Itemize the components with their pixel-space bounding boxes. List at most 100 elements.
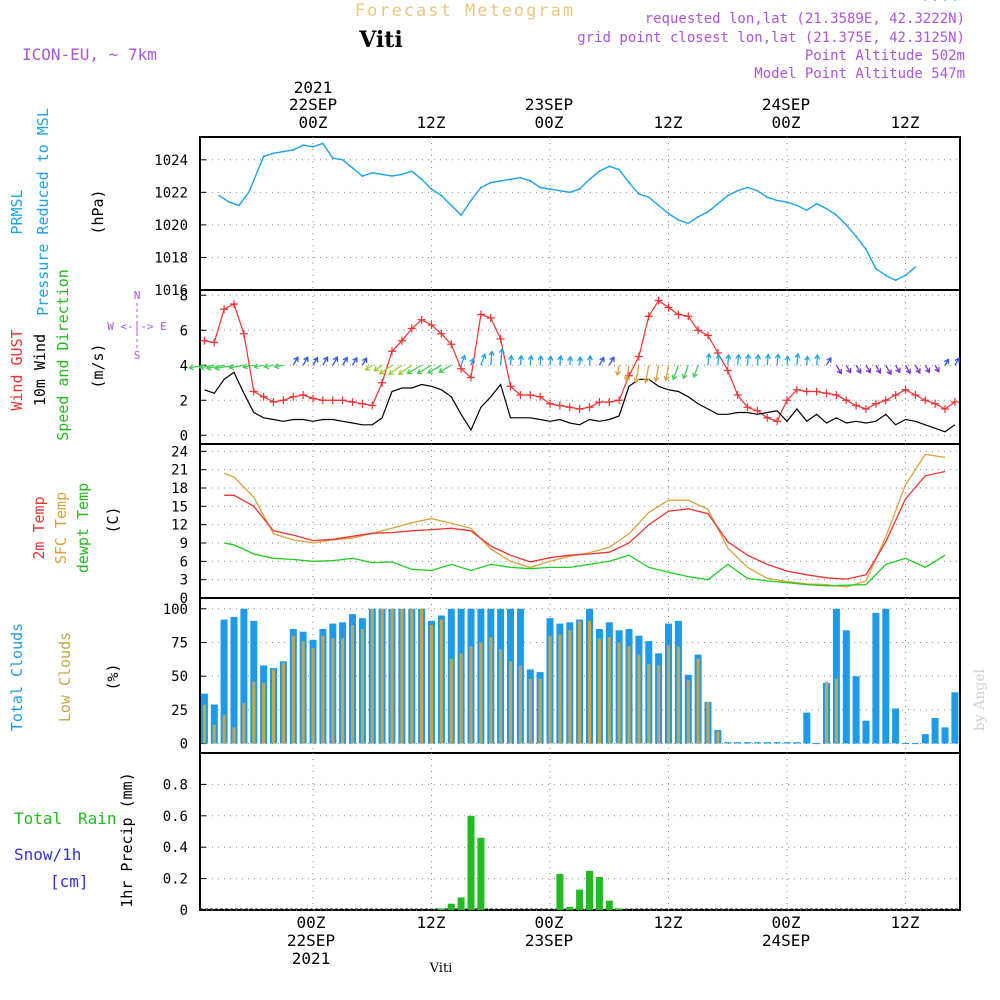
gust-marker (220, 305, 229, 314)
wind-direction-arrow (351, 356, 358, 366)
wind-direction-arrow (537, 354, 544, 366)
gust-marker (447, 340, 456, 349)
pressure-point (835, 214, 838, 217)
low-cloud-bar (538, 678, 542, 744)
gust-marker (368, 401, 377, 410)
gust-marker (476, 310, 485, 319)
low-cloud-bar (647, 664, 651, 744)
top-tick-3-date: 23SEP (525, 95, 573, 114)
low-cloud-bar (400, 608, 404, 744)
precip-label-cm: [cm] (50, 872, 89, 891)
bottom-tick-1-hour: 00Z (297, 913, 326, 932)
wind-direction-arrow (228, 364, 244, 371)
wind-direction-arrow (814, 353, 821, 366)
gust-marker (210, 338, 219, 347)
pressure-point (440, 194, 443, 197)
gust-marker (634, 352, 643, 361)
top-tick-5-hour: 00Z (772, 113, 801, 132)
pressure-point (549, 188, 551, 190)
gust-marker (496, 335, 505, 343)
rain-bar (437, 908, 445, 910)
low-cloud-bar (825, 681, 828, 744)
gust-marker (664, 303, 673, 312)
wind-direction-arrow (567, 355, 574, 366)
gust-marker (467, 373, 475, 382)
pressure-point (489, 181, 492, 184)
gust-marker (743, 403, 752, 412)
pressure-point (381, 173, 384, 176)
gust-marker (832, 391, 841, 399)
wind-direction-arrow (954, 357, 960, 366)
top-time-axis: 2021 22SEP 00Z 12Z 23SEP 00Z 12Z 24SEP 0… (289, 78, 920, 132)
wind-direction-arrow (205, 364, 225, 371)
clouds-ytick-label: 50 (171, 669, 188, 685)
temp-ytick-label: 12 (171, 518, 188, 534)
pressure-point (539, 186, 542, 189)
low-cloud-bar (410, 608, 414, 744)
pressure-point (238, 204, 240, 207)
precip-panel-labels: Total Rain Snow/1h [cm] 1hr Precip (mm) (14, 772, 136, 907)
pressure-point (924, 0, 927, 1)
pressure-point (786, 201, 788, 204)
top-tick-1-hour: 00Z (299, 113, 328, 132)
bottom-tick-6-hour: 12Z (891, 913, 920, 932)
wind-direction-arrow (825, 356, 832, 366)
pressure-ytick-label: 1022 (154, 185, 188, 201)
wind-label-2: 10m Wind (31, 334, 49, 406)
temp-unit: (C) (104, 506, 122, 533)
rain-bar (477, 837, 485, 910)
gust-marker (575, 405, 584, 413)
pressure-point (637, 193, 640, 195)
pressure-point (460, 214, 463, 217)
pressure-point (361, 175, 364, 177)
gust-marker (595, 398, 604, 406)
wind-direction-arrow (705, 352, 712, 366)
precip-label-total: Total (14, 809, 62, 828)
low-cloud-bar (558, 634, 562, 744)
clouds-ytick-label: 75 (171, 635, 188, 651)
total-cloud-bar (951, 692, 959, 744)
pressure-point (400, 173, 403, 176)
low-cloud-bar (568, 630, 572, 744)
gust-marker (506, 382, 515, 391)
wind-direction-arrow (774, 353, 781, 366)
wind-direction-arrow (875, 364, 882, 374)
footer-location: Viti (429, 961, 453, 976)
wind-direction-arrow (653, 365, 660, 383)
pressure-point (855, 235, 858, 238)
wind-direction-arrow (845, 364, 852, 374)
clouds-ytick-label: 100 (163, 602, 188, 618)
precip-ytick-label: 0.4 (163, 840, 188, 856)
total-cloud-bar (892, 708, 900, 744)
pressure-point (262, 155, 265, 158)
gust-marker (842, 396, 851, 405)
low-cloud-bar (321, 635, 325, 744)
gust-marker (654, 296, 663, 305)
wind-direction-arrow (488, 350, 495, 366)
clouds-ytick-label: 0 (180, 737, 188, 753)
pressure-panel: 1024 1022 1020 1018 1016 (154, 136, 961, 299)
low-cloud-bar (578, 620, 582, 744)
pressure-point (865, 248, 867, 251)
wind-label-1: Wind GUST (8, 329, 26, 410)
gust-marker (862, 405, 870, 413)
compass-n: N (134, 289, 141, 302)
pressure-frame (199, 136, 961, 291)
pressure-point (953, 0, 956, 1)
low-cloud-bar (390, 608, 394, 744)
total-cloud-bar (842, 630, 850, 744)
low-cloud-bar (479, 642, 483, 744)
gust-marker (299, 391, 308, 399)
temp-ytick-label: 18 (171, 481, 188, 497)
wind-direction-arrow (332, 356, 339, 366)
t2m-line (224, 470, 946, 580)
pressure-point (874, 267, 877, 270)
clouds-label-1: Total Clouds (8, 623, 26, 731)
wind-direction-arrow (364, 364, 373, 371)
pressure-point (292, 149, 295, 151)
low-cloud-bar (607, 637, 611, 744)
pressure-point (321, 142, 324, 145)
wind-direction-arrow (835, 364, 842, 375)
gust-marker (871, 399, 880, 408)
